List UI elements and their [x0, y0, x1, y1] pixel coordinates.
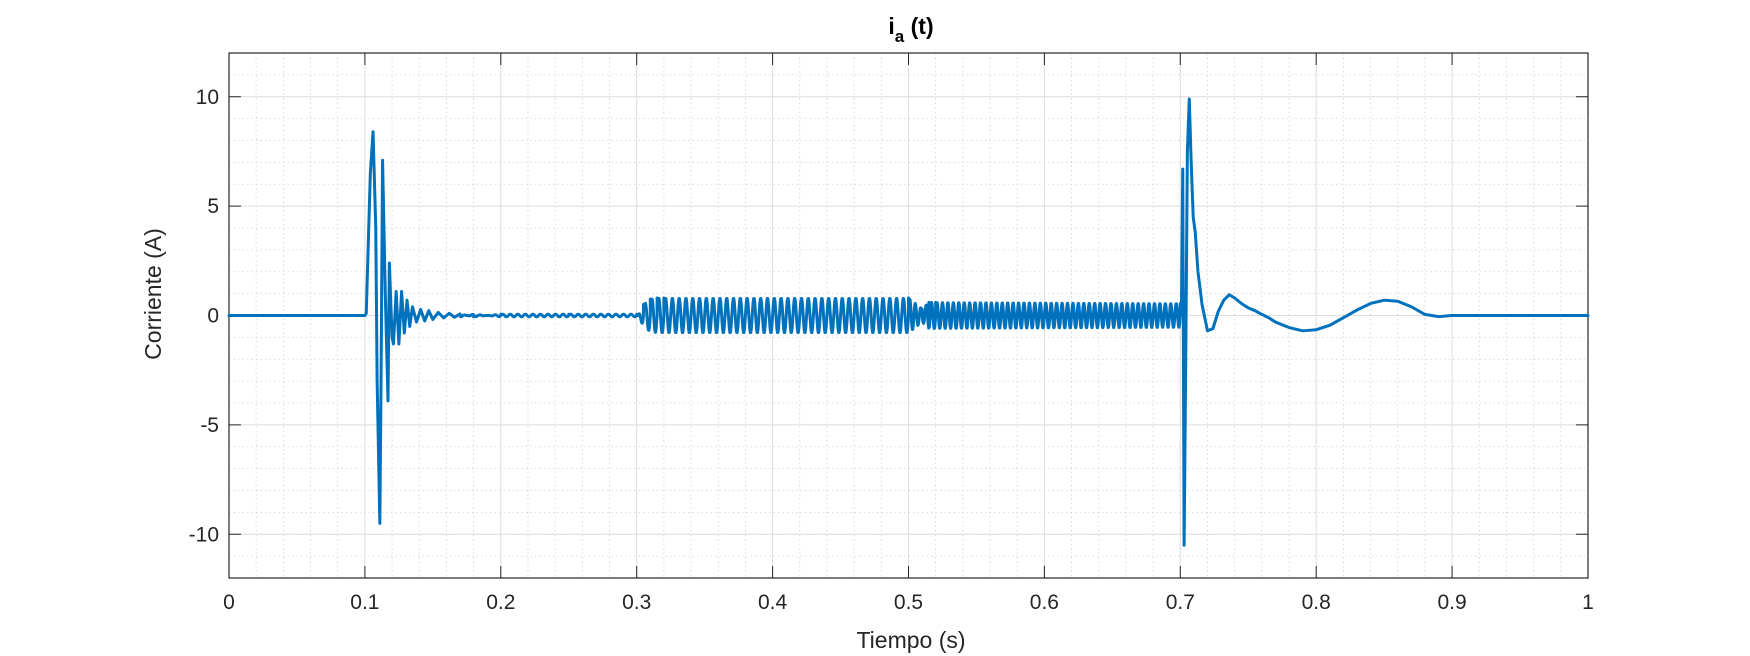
- y-tick-labels: 10 5 0 -5 -10: [189, 86, 219, 547]
- title-main: i: [888, 13, 894, 39]
- x-tick-label: 0.9: [1437, 591, 1466, 614]
- x-tick-labels: 0 0.1 0.2 0.3 0.4 0.5 0.6 0.7 0.8 0.9 1: [223, 591, 1594, 614]
- x-tick-label: 0: [223, 591, 235, 614]
- series-line-0: [227, 97, 1590, 547]
- x-axis-label: Tiempo (s): [856, 627, 965, 653]
- y-tick-label: -10: [189, 523, 219, 546]
- y-tick-label: 5: [207, 195, 219, 218]
- y-axis-label: Corriente (A): [140, 228, 166, 360]
- x-tick-label: 0.4: [758, 591, 788, 614]
- chart-title: ia (t): [888, 13, 933, 46]
- y-tick-label: -5: [200, 414, 219, 437]
- x-tick-label: 0.6: [1030, 591, 1059, 614]
- x-tick-label: 0.3: [622, 591, 651, 614]
- title-tail: (t): [904, 13, 933, 39]
- y-tick-label: 10: [196, 86, 219, 109]
- x-tick-label: 0.7: [1166, 591, 1195, 614]
- x-tick-label: 1: [1582, 591, 1594, 614]
- x-tick-label: 0.1: [350, 591, 379, 614]
- x-tick-label: 0.8: [1302, 591, 1331, 614]
- x-tick-label: 0.2: [486, 591, 515, 614]
- title-subscript: a: [895, 27, 905, 46]
- x-tick-label: 0.5: [894, 591, 923, 614]
- y-tick-label: 0: [207, 305, 219, 328]
- data-layer: [227, 97, 1590, 547]
